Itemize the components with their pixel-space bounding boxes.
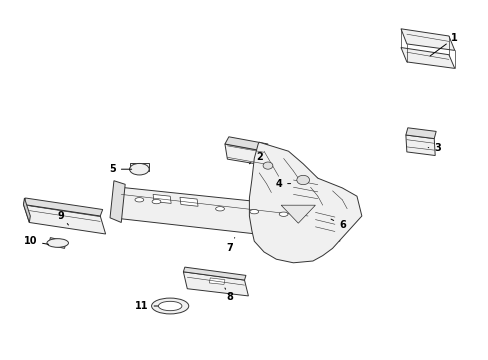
Polygon shape <box>129 163 149 171</box>
Polygon shape <box>293 173 322 202</box>
Polygon shape <box>23 198 102 216</box>
Text: 4: 4 <box>275 179 290 189</box>
Ellipse shape <box>152 199 161 204</box>
Polygon shape <box>23 198 30 222</box>
Ellipse shape <box>158 301 182 311</box>
Polygon shape <box>180 197 198 206</box>
Ellipse shape <box>215 207 224 211</box>
Ellipse shape <box>151 298 188 314</box>
Polygon shape <box>183 267 245 280</box>
Ellipse shape <box>129 163 149 175</box>
Polygon shape <box>400 29 454 50</box>
Text: 9: 9 <box>58 211 68 225</box>
Polygon shape <box>315 205 339 241</box>
Ellipse shape <box>249 210 258 214</box>
Text: 11: 11 <box>135 301 158 311</box>
Polygon shape <box>281 205 315 223</box>
Text: 1: 1 <box>429 33 457 56</box>
Polygon shape <box>112 187 326 241</box>
Polygon shape <box>209 278 224 284</box>
Polygon shape <box>183 272 248 296</box>
Ellipse shape <box>135 198 143 202</box>
Polygon shape <box>400 48 454 68</box>
Polygon shape <box>224 144 266 166</box>
Ellipse shape <box>47 239 68 247</box>
Ellipse shape <box>279 212 287 216</box>
Text: 6: 6 <box>330 219 345 230</box>
Text: 2: 2 <box>249 152 262 164</box>
Polygon shape <box>224 137 267 151</box>
Polygon shape <box>249 142 361 263</box>
Polygon shape <box>110 181 125 222</box>
Polygon shape <box>23 204 105 234</box>
Text: 10: 10 <box>23 236 48 246</box>
Polygon shape <box>405 135 434 156</box>
Text: 5: 5 <box>109 164 131 174</box>
Polygon shape <box>315 199 338 211</box>
Text: 8: 8 <box>224 288 233 302</box>
Polygon shape <box>49 238 66 248</box>
Polygon shape <box>307 228 328 240</box>
Polygon shape <box>405 128 435 139</box>
Text: 7: 7 <box>226 238 234 253</box>
Polygon shape <box>153 194 171 203</box>
Circle shape <box>296 175 309 185</box>
Text: 3: 3 <box>427 143 440 153</box>
Circle shape <box>263 162 272 169</box>
